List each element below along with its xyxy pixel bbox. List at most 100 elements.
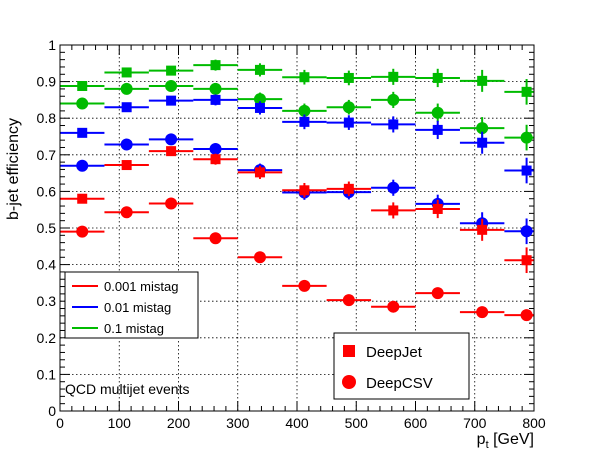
- data-point-square: [477, 75, 488, 86]
- data-point-circle: [342, 294, 355, 307]
- x-tick-label: 700: [463, 415, 487, 431]
- data-point-circle: [120, 138, 133, 151]
- data-point-square: [432, 124, 443, 135]
- legend-label: 0.01 mistag: [104, 300, 171, 315]
- x-axis-title-unit: [GeV]: [489, 431, 534, 448]
- series-deepjet-0p001: [60, 146, 534, 274]
- data-point-circle: [209, 82, 222, 95]
- data-point-square: [121, 160, 132, 171]
- data-point-square: [77, 193, 88, 204]
- data-point-square: [121, 67, 132, 78]
- x-axis-title: pt [GeV]: [477, 431, 534, 451]
- x-tick-label: 800: [522, 415, 546, 431]
- y-tick-label: 0.9: [37, 74, 57, 90]
- x-tick-label: 500: [345, 415, 369, 431]
- legend-label: 0.001 mistag: [104, 279, 178, 294]
- tagger-legend: DeepJet DeepCSV: [333, 332, 470, 400]
- data-point-circle: [76, 159, 89, 172]
- data-point-square: [166, 65, 177, 76]
- data-point-square: [477, 224, 488, 235]
- data-point-square: [299, 72, 310, 83]
- x-tick-label: 100: [108, 415, 132, 431]
- data-point-circle: [120, 206, 133, 219]
- tagger-legend-box: [333, 332, 470, 400]
- series-deepcsv-0p1: [60, 79, 534, 151]
- x-tick-label: 0: [56, 415, 64, 431]
- data-point-circle: [76, 225, 89, 238]
- data-point-square: [121, 102, 132, 113]
- series-deepjet-0p01: [60, 94, 534, 184]
- data-point-circle: [165, 197, 178, 210]
- data-point-square: [388, 205, 399, 216]
- x-tick-label: 300: [226, 415, 250, 431]
- data-point-circle: [209, 142, 222, 155]
- data-point-circle: [520, 131, 533, 144]
- data-point-circle: [76, 97, 89, 110]
- series-deepjet-0p1: [60, 59, 534, 105]
- series-deepcsv-0p001: [60, 197, 534, 322]
- data-point-circle: [209, 232, 222, 245]
- data-point-circle: [342, 101, 355, 114]
- data-point-circle: [253, 93, 266, 106]
- data-point-circle: [431, 106, 444, 119]
- data-point-square: [432, 203, 443, 214]
- data-point-circle: [520, 309, 533, 322]
- data-point-circle: [387, 93, 400, 106]
- data-point-square: [77, 127, 88, 138]
- data-series: [60, 59, 534, 322]
- y-tick-label: 0.1: [37, 366, 57, 382]
- y-tick-label: 0.3: [37, 293, 57, 309]
- data-point-square: [343, 117, 354, 128]
- data-point-circle: [298, 104, 311, 117]
- data-point-square: [388, 119, 399, 130]
- data-point-circle: [165, 133, 178, 146]
- data-point-square: [343, 72, 354, 83]
- data-point-square: [388, 71, 399, 82]
- data-point-square: [521, 165, 532, 176]
- y-tick-label: 0.4: [37, 257, 57, 273]
- x-tick-label: 200: [167, 415, 191, 431]
- data-point-square: [432, 72, 443, 83]
- data-point-square: [521, 255, 532, 266]
- data-point-square: [299, 185, 310, 196]
- mistag-legend: 0.001 mistag 0.01 mistag 0.1 mistag: [64, 271, 199, 339]
- data-point-circle: [120, 82, 133, 95]
- data-point-square: [77, 80, 88, 91]
- data-point-circle: [476, 122, 489, 135]
- y-tick-label: 0.7: [37, 147, 57, 163]
- legend-circle-marker: [342, 375, 356, 389]
- x-axis-title-main: p: [477, 431, 486, 448]
- data-point-circle: [253, 251, 266, 264]
- legend-label: 0.1 mistag: [104, 321, 164, 336]
- data-point-square: [210, 154, 221, 165]
- data-point-circle: [476, 306, 489, 319]
- data-point-square: [254, 167, 265, 178]
- data-point-square: [254, 64, 265, 75]
- data-point-square: [166, 146, 177, 157]
- data-point-square: [477, 137, 488, 148]
- data-point-square: [521, 86, 532, 97]
- data-point-square: [210, 60, 221, 71]
- data-point-circle: [387, 300, 400, 313]
- x-tick-label: 400: [285, 415, 309, 431]
- legend-square-marker: [343, 345, 355, 357]
- data-point-square: [343, 183, 354, 194]
- data-point-square: [299, 116, 310, 127]
- plot-frame: [59, 44, 535, 412]
- data-point-circle: [520, 225, 533, 238]
- y-tick-label: 0.5: [37, 220, 57, 236]
- data-point-circle: [165, 79, 178, 92]
- y-axis-title: b-jet efficiency: [5, 118, 22, 220]
- data-point-square: [254, 102, 265, 113]
- legend-label: DeepCSV: [366, 375, 433, 392]
- y-tick-label: 0.2: [37, 330, 57, 346]
- x-axis-title-sub: t: [486, 439, 489, 451]
- data-point-circle: [431, 287, 444, 300]
- x-tick-label: 600: [404, 415, 428, 431]
- y-tick-label: 0.6: [37, 183, 57, 199]
- y-tick-label: 0.8: [37, 110, 57, 126]
- y-tick-label: 1: [48, 37, 56, 53]
- data-point-square: [166, 95, 177, 106]
- data-point-square: [210, 94, 221, 105]
